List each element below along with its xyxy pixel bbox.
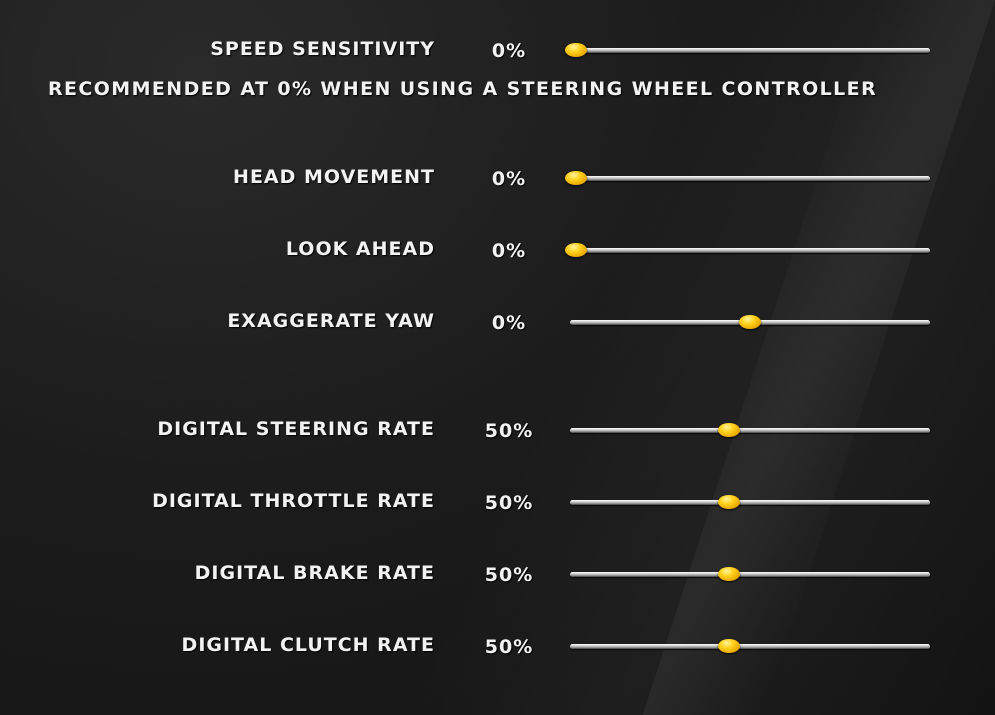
slider-track bbox=[570, 428, 930, 433]
slider-track bbox=[570, 644, 930, 649]
look-ahead-value: 0% bbox=[491, 240, 527, 262]
speed-sensitivity-slider[interactable] bbox=[565, 40, 930, 62]
digital-clutch-rate-slider[interactable] bbox=[570, 636, 930, 658]
slider-thumb[interactable] bbox=[565, 243, 587, 257]
slider-thumb[interactable] bbox=[718, 423, 741, 437]
slider-track bbox=[570, 48, 930, 53]
head-movement-label: HEAD MOVEMENT bbox=[233, 166, 435, 188]
exaggerate-yaw-label: EXAGGERATE YAW bbox=[227, 310, 435, 332]
look-ahead-label: LOOK AHEAD bbox=[285, 238, 435, 260]
slider-track bbox=[570, 572, 930, 577]
speed-sensitivity-value: 0% bbox=[491, 40, 527, 62]
exaggerate-yaw-value: 0% bbox=[491, 312, 527, 334]
slider-thumb[interactable] bbox=[565, 43, 587, 57]
digital-steering-rate-slider[interactable] bbox=[570, 420, 930, 442]
digital-throttle-rate-label: DIGITAL THROTTLE RATE bbox=[152, 490, 435, 512]
digital-throttle-rate-slider[interactable] bbox=[570, 492, 930, 514]
head-movement-value: 0% bbox=[491, 168, 527, 190]
digital-clutch-rate-label: DIGITAL CLUTCH RATE bbox=[181, 634, 435, 656]
look-ahead-slider[interactable] bbox=[565, 240, 930, 262]
slider-thumb[interactable] bbox=[565, 171, 587, 185]
background-streak bbox=[642, 0, 995, 715]
digital-brake-rate-value: 50% bbox=[484, 564, 534, 586]
slider-track bbox=[570, 500, 930, 505]
digital-brake-rate-label: DIGITAL BRAKE RATE bbox=[194, 562, 435, 584]
exaggerate-yaw-slider[interactable] bbox=[570, 312, 930, 334]
slider-thumb[interactable] bbox=[718, 639, 741, 653]
slider-thumb[interactable] bbox=[718, 495, 741, 509]
slider-thumb[interactable] bbox=[739, 315, 761, 329]
slider-track bbox=[570, 248, 930, 253]
speed-sensitivity-label: SPEED SENSITIVITY bbox=[210, 38, 435, 60]
slider-thumb[interactable] bbox=[718, 567, 741, 581]
steering-wheel-note: RECOMMENDED AT 0% WHEN USING A STEERING … bbox=[48, 78, 878, 100]
digital-steering-rate-label: DIGITAL STEERING RATE bbox=[157, 418, 435, 440]
slider-track bbox=[570, 176, 930, 181]
digital-steering-rate-value: 50% bbox=[484, 420, 534, 442]
head-movement-slider[interactable] bbox=[565, 168, 930, 190]
digital-brake-rate-slider[interactable] bbox=[570, 564, 930, 586]
digital-clutch-rate-value: 50% bbox=[484, 636, 534, 658]
digital-throttle-rate-value: 50% bbox=[484, 492, 534, 514]
